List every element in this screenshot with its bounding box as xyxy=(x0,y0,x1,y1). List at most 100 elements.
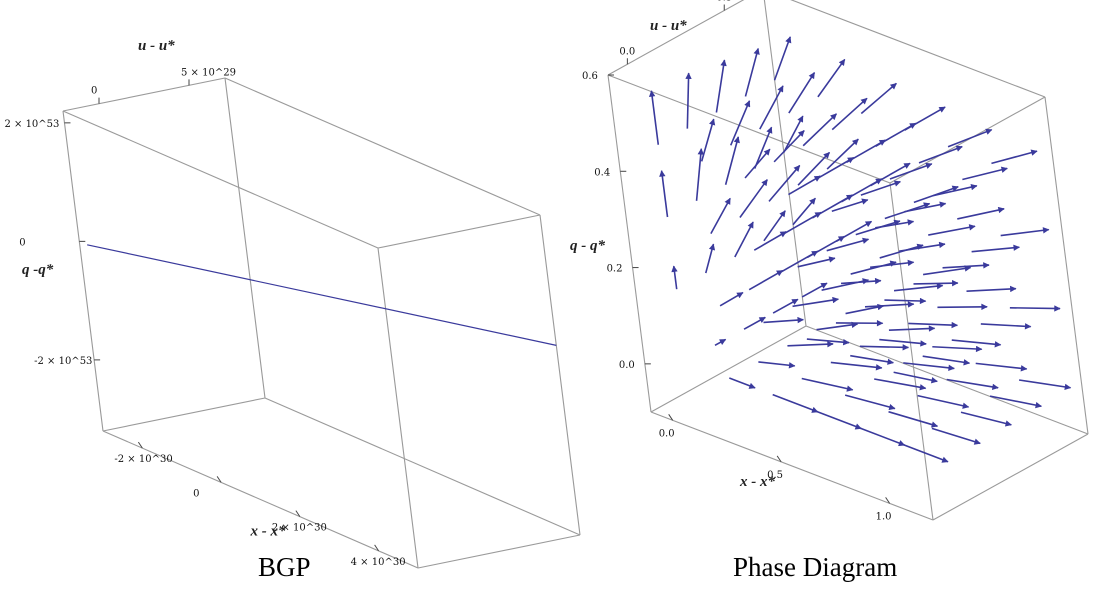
field-arrow xyxy=(922,355,971,366)
bgp-box-edge xyxy=(264,397,581,536)
bgp-box-edge xyxy=(62,110,379,249)
field-arrow xyxy=(975,362,1028,372)
field-arrow xyxy=(759,85,784,130)
field-arrow xyxy=(724,136,740,185)
x-tick-mark xyxy=(216,476,222,483)
field-arrow xyxy=(840,277,882,285)
field-arrow xyxy=(917,394,970,409)
q-tick-label: 0.4 xyxy=(594,167,610,178)
x-tick-label: 2 × 10^30 xyxy=(272,523,327,534)
field-arrow xyxy=(787,340,834,348)
q-tick-label: 2 × 10^53 xyxy=(4,119,59,130)
u-axis-label: u - u* xyxy=(138,38,175,54)
field-arrow xyxy=(980,323,1032,330)
caption-bgp: BGP xyxy=(258,552,311,582)
field-arrow xyxy=(758,361,796,369)
field-arrow xyxy=(874,378,927,391)
field-arrow xyxy=(1018,379,1072,391)
field-arrow xyxy=(801,282,828,298)
field-arrow xyxy=(710,197,731,234)
bgp-box-edge xyxy=(102,397,266,432)
field-arrow xyxy=(773,36,792,81)
field-arrow xyxy=(879,338,927,347)
x-tick-mark xyxy=(885,497,891,504)
field-arrow xyxy=(962,166,1008,181)
field-arrow xyxy=(899,241,946,252)
field-arrow xyxy=(859,427,906,447)
phase-box-edge xyxy=(607,0,745,76)
bgp-box-edge xyxy=(417,534,581,569)
field-arrow xyxy=(768,164,801,202)
field-arrow xyxy=(850,260,897,275)
field-arrow xyxy=(815,410,862,430)
field-arrow xyxy=(1000,227,1050,237)
field-arrow xyxy=(889,162,933,180)
field-arrow xyxy=(951,339,1002,348)
field-arrow xyxy=(902,443,949,463)
field-arrow xyxy=(908,321,959,329)
q-tick-label: 0.2 xyxy=(607,264,623,275)
phase-box-edge xyxy=(790,0,1046,98)
field-arrow xyxy=(743,316,766,330)
field-arrow xyxy=(659,170,669,218)
field-arrow xyxy=(806,338,850,346)
field-arrow xyxy=(947,128,993,148)
field-arrow xyxy=(788,175,821,196)
field-arrow xyxy=(830,361,883,371)
u-tick-label: 0.5 xyxy=(716,0,732,4)
bgp-box-edge xyxy=(377,247,419,569)
x-tick-label: 0.0 xyxy=(659,428,675,439)
bgp-box-edge xyxy=(377,214,541,249)
phase-box-edge xyxy=(607,74,891,184)
q-tick-label: -2 × 10^53 xyxy=(34,356,92,367)
field-arrow xyxy=(904,201,947,213)
field-arrow xyxy=(695,148,704,201)
x-tick-mark xyxy=(374,544,380,552)
q-tick-label: 0 xyxy=(19,237,25,248)
field-arrow xyxy=(922,265,972,276)
field-arrow xyxy=(671,265,678,290)
phase-box-edge xyxy=(763,0,807,327)
field-arrow xyxy=(957,206,1005,220)
field-arrow xyxy=(797,256,836,268)
field-arrow xyxy=(739,179,768,218)
x-tick-label: 1.0 xyxy=(876,511,892,522)
phase-box-edge xyxy=(607,74,652,413)
u-tick-label: 0.0 xyxy=(619,46,635,57)
bgp-series-line xyxy=(87,244,557,346)
field-arrow xyxy=(763,316,804,324)
field-arrow xyxy=(844,394,896,411)
field-arrow xyxy=(850,354,894,365)
u-tick-label: 0 xyxy=(91,86,97,97)
field-arrow xyxy=(802,113,838,147)
field-arrow xyxy=(816,321,859,331)
field-arrow xyxy=(777,250,819,275)
field-arrow xyxy=(888,325,936,332)
x-tick-label: 4 × 10^30 xyxy=(351,557,406,568)
field-arrow xyxy=(792,197,816,226)
q-tick-label: 0.6 xyxy=(582,71,598,82)
phase-box-edge xyxy=(650,411,934,521)
field-arrow xyxy=(831,97,868,131)
field-arrow xyxy=(875,219,915,229)
field-arrow xyxy=(719,291,744,307)
bgp-box-edge xyxy=(62,110,104,432)
bgp-box-edge xyxy=(102,430,419,569)
field-arrow xyxy=(942,262,990,269)
field-arrow xyxy=(788,71,816,114)
u-tick-label: 5 × 10^29 xyxy=(181,67,236,78)
field-arrow xyxy=(991,149,1038,165)
x-tick-label: -2 × 10^30 xyxy=(114,454,172,465)
field-arrow xyxy=(753,126,773,169)
x-tick-mark xyxy=(295,510,301,517)
phase-box-edge xyxy=(889,182,934,521)
field-arrow xyxy=(753,230,787,251)
q-axis-label: q - q* xyxy=(570,238,605,254)
field-arrow xyxy=(932,345,983,353)
bgp-box-edge xyxy=(62,77,226,112)
field-arrow xyxy=(884,297,927,305)
field-arrow xyxy=(763,210,786,242)
q-axis-label: q -q* xyxy=(22,262,54,278)
